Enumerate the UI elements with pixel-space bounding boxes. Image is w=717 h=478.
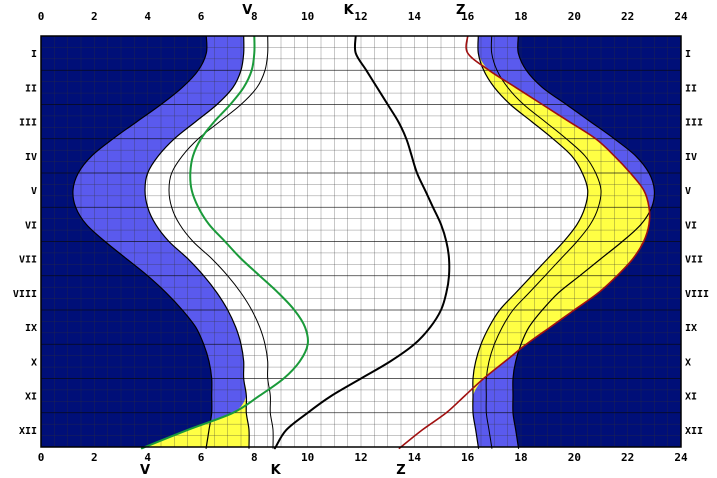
month-label-right: IX [685, 323, 697, 334]
month-label-right: II [685, 83, 697, 94]
x-tick-label-top: 20 [568, 10, 581, 23]
x-tick-label-top: 0 [38, 10, 45, 23]
x-tick-label-top: 16 [461, 10, 475, 23]
x-tick-label-bottom: 12 [354, 451, 367, 464]
month-label-right: X [685, 357, 691, 368]
evening-visibility-area [472, 36, 650, 449]
month-label-left: IV [25, 152, 37, 163]
x-tick-label-top: 2 [91, 10, 98, 23]
month-label-left: V [31, 186, 37, 197]
x-tick-label-top: 12 [354, 10, 367, 23]
month-label-left: VI [25, 220, 37, 231]
x-tick-label-top: 24 [674, 10, 688, 23]
series-V-line [140, 35, 309, 450]
curve-label-top-venus: V [242, 3, 252, 18]
series-K-line [273, 35, 451, 450]
month-label-right: III [685, 118, 703, 129]
x-tick-label-bottom: 16 [461, 451, 475, 464]
curve-label-bottom-culmination: K [271, 463, 282, 478]
dusk_day_right-line [472, 35, 589, 449]
month-label-right: IV [685, 152, 697, 163]
month-label-left: III [19, 118, 37, 129]
month-label-left: XI [25, 392, 37, 403]
dawn_astro_left-line [72, 35, 213, 449]
x-tick-label-bottom: 6 [198, 451, 205, 464]
x-tick-label-top: 4 [144, 10, 151, 23]
x-tick-label-bottom: 10 [301, 451, 314, 464]
curve-label-top-setting: Z [456, 3, 465, 18]
curve-label-bottom-venus: V [140, 463, 150, 478]
series-Z-line [398, 35, 651, 450]
month-label-left: VIII [13, 289, 37, 300]
month-label-right: XI [685, 392, 697, 403]
dawn-civil-line [168, 35, 274, 449]
x-tick-label-top: 10 [301, 10, 314, 23]
x-tick-label-bottom: 18 [514, 451, 527, 464]
x-tick-label-bottom: 4 [144, 451, 151, 464]
month-label-left: IX [25, 323, 37, 334]
dusk-civil-line [485, 35, 602, 449]
x-tick-label-bottom: 20 [568, 451, 581, 464]
curve-label-top-culmination: K [344, 3, 355, 18]
x-tick-label-top: 8 [251, 10, 258, 23]
month-label-left: I [31, 49, 37, 60]
x-tick-label-bottom: 22 [621, 451, 634, 464]
dawn_day_left-line [144, 35, 250, 449]
x-tick-label-top: 18 [514, 10, 527, 23]
plot-border [40, 35, 682, 448]
month-label-right: VI [685, 220, 697, 231]
month-label-right: V [685, 186, 691, 197]
month-label-left: II [25, 83, 37, 94]
x-tick-label-bottom: 24 [674, 451, 688, 464]
month-label-left: VII [19, 255, 37, 266]
month-label-right: VII [685, 255, 703, 266]
month-label-left: X [31, 357, 37, 368]
dusk_astro_right-line [512, 35, 656, 449]
x-tick-label-top: 22 [621, 10, 634, 23]
x-tick-label-bottom: 2 [91, 451, 98, 464]
month-label-right: VIII [685, 289, 709, 300]
x-tick-label-bottom: 0 [38, 451, 45, 464]
curve-label-bottom-setting: Z [396, 463, 405, 478]
month-label-left: XII [19, 426, 37, 437]
month-label-right: XII [685, 426, 703, 437]
month-label-right: I [685, 49, 691, 60]
x-tick-label-top: 6 [198, 10, 205, 23]
x-tick-label-top: 14 [408, 10, 422, 23]
x-tick-label-bottom: 14 [408, 451, 422, 464]
x-tick-label-bottom: 8 [251, 451, 258, 464]
